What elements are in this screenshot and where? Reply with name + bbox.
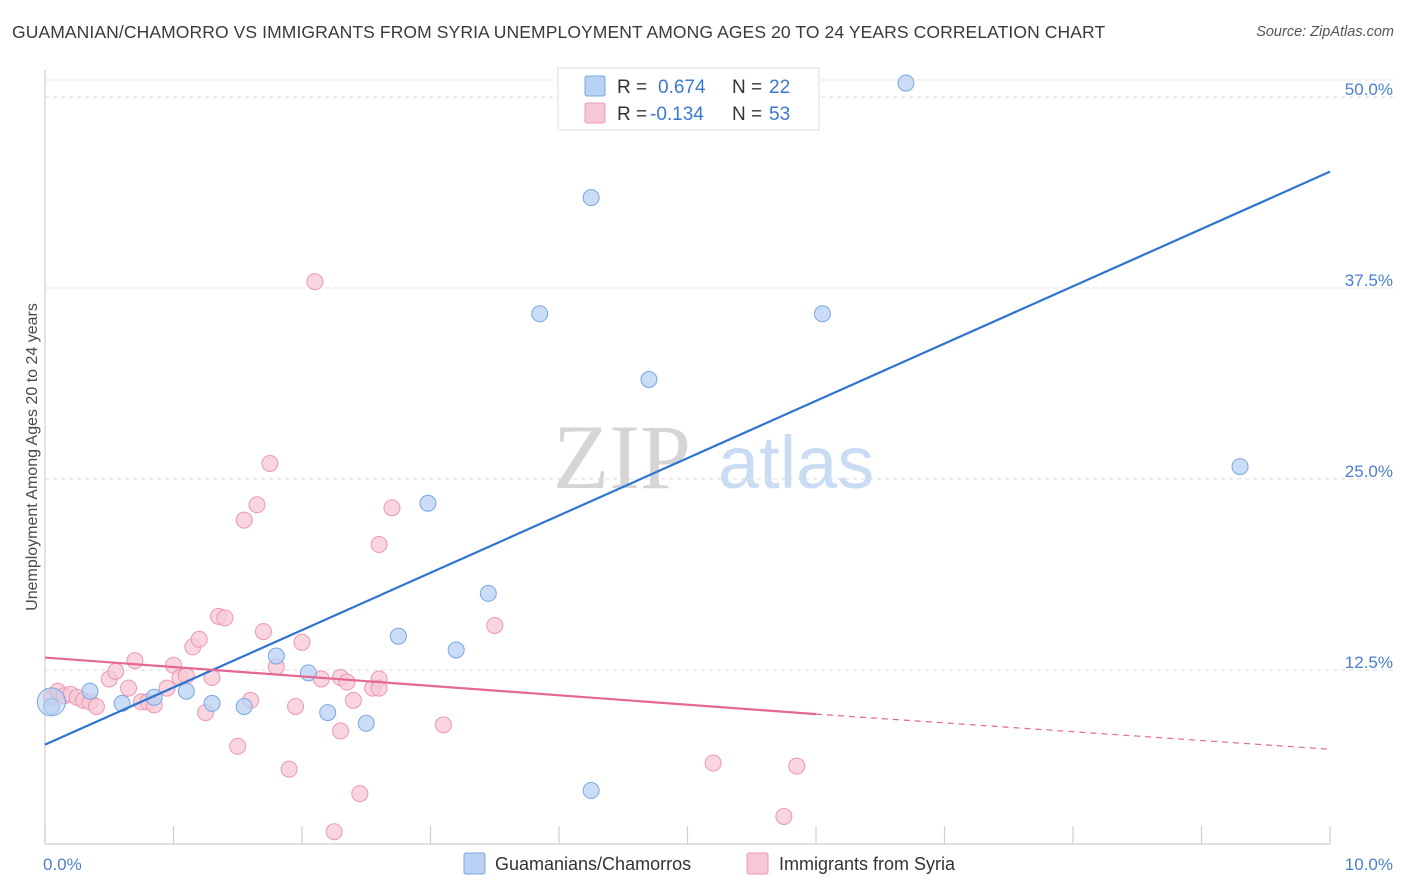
legend-swatch-blue [584, 75, 606, 97]
y-tick-label-1: 25.0% [1345, 462, 1393, 481]
legend-n-label-pink: N = [732, 104, 762, 125]
legend-n-value-pink: 53 [769, 104, 790, 125]
pink-point-37 [325, 823, 343, 841]
legend-n-value-blue: 22 [769, 77, 790, 98]
y-axis-label: Unemployment Among Ages 20 to 24 years [24, 303, 41, 611]
pink-point-40 [338, 673, 356, 691]
blue-cluster-point [36, 687, 66, 717]
pink-point-30 [261, 455, 279, 473]
blue-point-17 [582, 782, 600, 800]
pink-point-24 [216, 609, 234, 627]
source-label: Source: ZipAtlas.com [1256, 24, 1394, 40]
y-tick-label-2: 37.5% [1345, 271, 1393, 290]
pink-point-50 [704, 754, 722, 772]
pink-point-29 [254, 623, 272, 641]
pink-point-32 [280, 760, 298, 778]
watermark: ZIP atlas [553, 406, 874, 508]
pink-point-11 [126, 652, 144, 670]
blue-point-4 [177, 682, 195, 700]
pink-point-52 [788, 757, 806, 775]
pink-point-28 [248, 496, 266, 514]
grid-lines [45, 79, 1393, 671]
watermark-zip: ZIP [553, 406, 691, 508]
legend-swatch-pink [584, 102, 606, 124]
pink-point-26 [235, 511, 253, 529]
pink-point-35 [306, 273, 324, 291]
pink-point-46 [370, 536, 388, 554]
legend-n-label-blue: N = [732, 77, 762, 98]
trendline-blue [44, 170, 1331, 746]
pink-point-9 [107, 662, 125, 680]
blue-point-20 [897, 74, 915, 92]
pink-point-45 [370, 679, 388, 697]
pink-point-49 [486, 616, 504, 634]
blue-point-8 [299, 664, 317, 682]
bottom-legend: Guamanians/Chamorros Immigrants from Syr… [463, 852, 956, 875]
blue-point-9 [319, 704, 337, 722]
legend-r-label-pink: R = [617, 104, 647, 125]
blue-point-5 [203, 694, 221, 712]
x-tick-label-max: 10.0% [1345, 855, 1393, 874]
series-immigrants-from-syria-points [42, 273, 806, 841]
y-tick-label-0: 12.5% [1345, 653, 1393, 672]
series-guamanians-chamorros-points [36, 74, 1249, 800]
pink-point-51 [775, 807, 793, 825]
legend-r-value-blue: 0.674 [658, 77, 706, 98]
x-tick-label-min: 0.0% [43, 855, 82, 874]
bottom-legend-label-blue: Guamanians/Chamorros [495, 854, 691, 874]
bottom-legend-label-pink: Immigrants from Syria [779, 854, 956, 874]
blue-point-1 [81, 682, 99, 700]
blue-point-13 [447, 641, 465, 659]
legend-r-label-blue: R = [617, 77, 647, 98]
pink-point-25 [229, 737, 247, 755]
y-tick-label-3: 50.0% [1345, 80, 1393, 99]
pink-point-10 [120, 679, 138, 697]
chart-title: GUAMANIAN/CHAMORRO VS IMMIGRANTS FROM SY… [12, 22, 1106, 42]
pink-point-48 [434, 716, 452, 734]
top-legend: R = 0.674 N = 22 R = -0.134 N = 53 [557, 67, 820, 131]
blue-point-19 [813, 305, 831, 323]
blue-point-7 [267, 647, 285, 665]
pink-point-33 [287, 697, 305, 715]
trend-lines [44, 170, 1331, 750]
pink-point-47 [383, 499, 401, 517]
pink-point-34 [293, 633, 311, 651]
watermark-atlas: atlas [718, 421, 874, 504]
pink-point-20 [190, 630, 208, 648]
pink-point-42 [351, 785, 369, 803]
blue-point-6 [235, 697, 253, 715]
pink-point-41 [344, 691, 362, 709]
blue-point-2 [113, 694, 131, 712]
blue-point-18 [640, 370, 658, 388]
blue-point-11 [389, 627, 407, 645]
x-axis-ticks [44, 826, 1331, 844]
blue-point-10 [357, 714, 375, 732]
legend-r-value-pink: -0.134 [650, 104, 704, 125]
blue-point-15 [531, 305, 549, 323]
bottom-legend-swatch-pink [746, 852, 769, 875]
blue-point-12 [419, 494, 437, 512]
pink-point-39 [332, 722, 350, 740]
y-axis-tick-labels: 12.5% 25.0% 37.5% 50.0% [1345, 80, 1393, 672]
bottom-legend-swatch-blue [463, 852, 486, 875]
blue-point-16 [582, 189, 600, 207]
pink-point-7 [87, 697, 105, 715]
blue-point-21 [1231, 458, 1249, 476]
blue-point-14 [479, 584, 497, 602]
trendline-pink [44, 656, 817, 716]
trendline-pink-extension [815, 713, 1331, 750]
